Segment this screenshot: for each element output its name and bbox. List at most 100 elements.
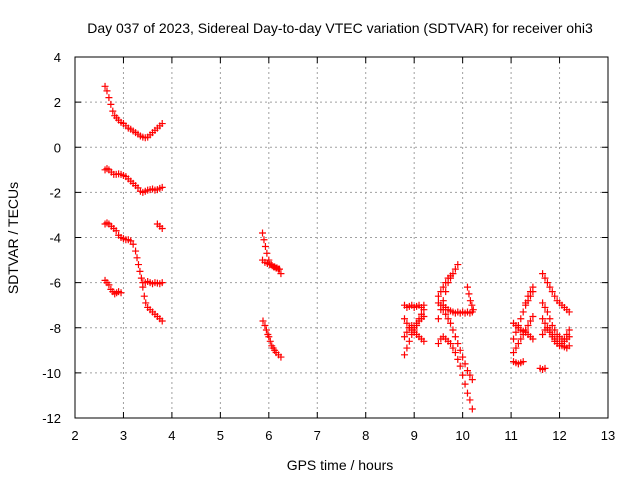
data-point bbox=[442, 310, 450, 318]
track-t6 bbox=[101, 276, 125, 298]
data-point bbox=[277, 353, 285, 361]
data-point bbox=[447, 319, 455, 327]
data-point bbox=[463, 367, 471, 375]
track-t1 bbox=[101, 82, 166, 142]
y-tick-label: 0 bbox=[54, 140, 61, 155]
data-point bbox=[524, 292, 532, 300]
data-point bbox=[259, 229, 267, 237]
data-point bbox=[451, 265, 459, 273]
x-tick-label: 9 bbox=[411, 428, 418, 443]
track-t8 bbox=[259, 317, 285, 361]
data-point bbox=[434, 315, 442, 323]
data-point bbox=[519, 331, 527, 339]
data-point bbox=[132, 247, 140, 255]
data-point bbox=[265, 333, 273, 341]
data-point bbox=[142, 299, 150, 307]
data-point bbox=[259, 317, 267, 325]
data-point bbox=[451, 349, 459, 357]
data-point bbox=[459, 353, 467, 361]
data-point bbox=[522, 299, 530, 307]
track-t19 bbox=[463, 283, 477, 314]
x-tick-label: 12 bbox=[552, 428, 566, 443]
data-point bbox=[112, 227, 120, 235]
data-point bbox=[449, 344, 457, 352]
data-point bbox=[140, 292, 148, 300]
data-point bbox=[403, 319, 411, 327]
data-point bbox=[539, 331, 547, 339]
data-point bbox=[105, 94, 113, 102]
data-point bbox=[444, 315, 452, 323]
y-axis-label: SDTVAR / TECUs bbox=[5, 182, 21, 294]
y-tick-label: -8 bbox=[49, 321, 61, 336]
track-t4 bbox=[101, 219, 166, 325]
data-point bbox=[565, 342, 573, 350]
track-t25 bbox=[539, 270, 573, 316]
data-point bbox=[437, 288, 445, 296]
data-point bbox=[158, 183, 166, 191]
data-point bbox=[546, 315, 554, 323]
y-tick-label: -10 bbox=[42, 366, 61, 381]
x-tick-label: 6 bbox=[265, 428, 272, 443]
data-point bbox=[469, 306, 477, 314]
data-point bbox=[565, 333, 573, 341]
data-point bbox=[261, 321, 269, 329]
data-point bbox=[265, 256, 273, 264]
data-point bbox=[413, 321, 421, 329]
data-point bbox=[456, 346, 464, 354]
x-tick-label: 10 bbox=[455, 428, 469, 443]
track-t22 bbox=[510, 358, 527, 368]
data-point bbox=[451, 333, 459, 341]
data-point bbox=[434, 340, 442, 348]
data-point bbox=[442, 279, 450, 287]
y-tick-label: -12 bbox=[42, 411, 61, 426]
data-point bbox=[510, 335, 518, 343]
y-tick-labels: 4 2 0 -2 -4 -6 -8 -10 -12 bbox=[42, 50, 61, 426]
data-point bbox=[439, 283, 447, 291]
data-point bbox=[529, 335, 537, 343]
track-t24 bbox=[510, 312, 537, 357]
track-t28 bbox=[539, 324, 573, 352]
data-point bbox=[519, 358, 527, 366]
track-t2 bbox=[101, 165, 166, 196]
track-t11 bbox=[400, 301, 428, 311]
data-point bbox=[266, 337, 274, 345]
x-axis-label: GPS time / hours bbox=[287, 457, 394, 473]
data-point bbox=[512, 328, 520, 336]
data-point bbox=[468, 376, 476, 384]
track-t23 bbox=[522, 283, 537, 307]
y-tick-label: -4 bbox=[49, 231, 61, 246]
data-point bbox=[133, 254, 141, 262]
data-point bbox=[136, 267, 144, 275]
data-point bbox=[400, 351, 408, 359]
data-point bbox=[510, 349, 518, 357]
track-t9 bbox=[259, 256, 283, 273]
data-point bbox=[105, 281, 113, 289]
data-point bbox=[466, 396, 474, 404]
data-point bbox=[434, 292, 442, 300]
track-t14 bbox=[434, 333, 476, 413]
data-point bbox=[539, 315, 547, 323]
data-point bbox=[541, 274, 549, 282]
data-point bbox=[565, 326, 573, 334]
data-point bbox=[117, 289, 125, 297]
data-point bbox=[158, 120, 166, 128]
data-point bbox=[275, 265, 283, 273]
data-point bbox=[468, 405, 476, 413]
data-point bbox=[420, 337, 428, 345]
data-point bbox=[103, 87, 111, 95]
data-point bbox=[454, 261, 462, 269]
data-point bbox=[437, 306, 445, 314]
data-point bbox=[461, 360, 469, 368]
x-tick-label: 11 bbox=[504, 428, 518, 443]
data-point bbox=[400, 333, 408, 341]
y-tick-label: 2 bbox=[54, 95, 61, 110]
data-point bbox=[548, 331, 556, 339]
data-point bbox=[517, 335, 525, 343]
data-point bbox=[158, 279, 166, 287]
data-point bbox=[529, 283, 537, 291]
data-point bbox=[526, 317, 534, 325]
data-point bbox=[541, 303, 549, 311]
track-t3 bbox=[153, 220, 166, 232]
data-point bbox=[512, 344, 520, 352]
